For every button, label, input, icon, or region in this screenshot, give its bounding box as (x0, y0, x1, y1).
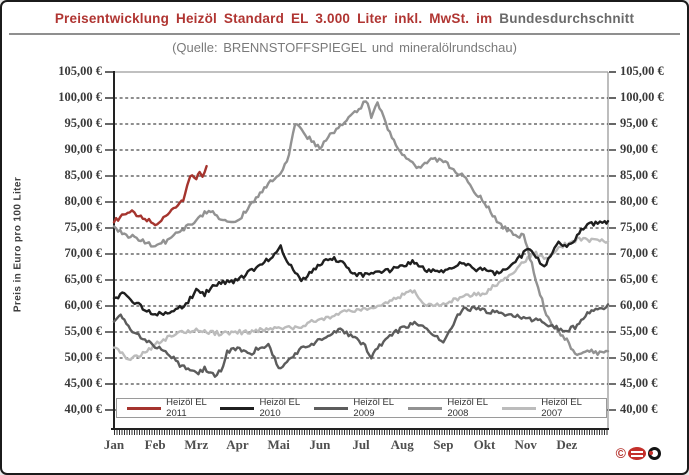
legend-label: Heizöl EL 2011 (166, 397, 207, 419)
y-axis-label-left-60: 60,00 € (64, 298, 103, 312)
x-axis-label-feb: Feb (144, 437, 166, 452)
series-line-heizöl-el-2007 (112, 236, 610, 362)
y-axis-title: Preis in Euro pro 100 Liter (12, 176, 24, 313)
y-axis-label-left-75: 75,00 € (64, 220, 103, 234)
copyright-logo: © (616, 446, 661, 460)
legend-line-swatch (314, 406, 349, 410)
legend-label: Heizöl EL 2009 (353, 397, 394, 419)
series-line-heizöl-el-2009 (112, 303, 610, 378)
y-axis-label-left-40: 40,00 € (64, 402, 103, 416)
copyright-icon: © (615, 445, 626, 461)
x-axis-label-jan: Jan (103, 437, 125, 452)
y-axis-label-right-55: 55,00 € (620, 324, 658, 338)
y-axis-label-right-80: 80,00 € (620, 194, 658, 208)
y-axis-label-right-70: 70,00 € (620, 246, 658, 260)
y-axis-label-left-55: 55,00 € (64, 324, 103, 338)
y-axis-label-left-95: 95,00 € (64, 116, 103, 130)
x-axis-label-apr: Apr (226, 437, 249, 452)
legend-item-heizöl-el-2009: Heizöl EL 2009 (314, 397, 408, 419)
y-axis-label-right-95: 95,00 € (620, 116, 658, 130)
title-divider (9, 33, 680, 35)
y-axis-label-right-75: 75,00 € (620, 220, 658, 234)
chart-title: Preisentwicklung Heizöl Standard EL 3.00… (2, 11, 687, 26)
x-axis-label-mai: Mai (267, 437, 290, 452)
x-axis-label-jul: Jul (352, 437, 370, 452)
y-axis-label-left-90: 90,00 € (64, 142, 103, 156)
x-axis-label-mrz: Mrz (184, 437, 209, 452)
chart-title-red: Preisentwicklung Heizöl Standard EL 3.00… (54, 11, 493, 26)
legend-item-heizöl-el-2007: Heizöl EL 2007 (502, 397, 596, 419)
x-axis-label-okt: Okt (473, 437, 496, 452)
chart-legend: Heizöl EL 2011 Heizöl EL 2010 Heizöl EL 20… (116, 397, 607, 419)
chart-subtitle: (Quelle: BRENNSTOFFSPIEGEL und mineralöl… (172, 40, 517, 55)
y-axis-label-right-40: 40,00 € (620, 402, 658, 416)
x-axis-label-aug: Aug (390, 437, 414, 452)
legend-label: Heizöl EL 2010 (259, 397, 300, 419)
y-axis-label-right-100: 100,00 € (620, 90, 664, 104)
y-axis-label-left-85: 85,00 € (64, 168, 103, 182)
y-axis-label-right-45: 45,00 € (620, 376, 658, 390)
x-axis-daily-ticks (114, 430, 608, 435)
oil-drop-ring-icon (648, 446, 661, 460)
legend-item-heizöl-el-2011: Heizöl EL 2011 (127, 397, 220, 419)
y-axis-label-right-50: 50,00 € (620, 350, 658, 364)
y-axis-label-left-100: 100,00 € (58, 90, 102, 104)
y-axis-label-right-65: 65,00 € (620, 272, 658, 286)
y-axis-label-right-85: 85,00 € (620, 168, 658, 182)
legend-item-heizöl-el-2010: Heizöl EL 2010 (220, 397, 314, 419)
series-line-heizöl-el-2010 (112, 219, 610, 317)
chart-title-dark: Bundesdurchschnitt (499, 11, 635, 26)
x-axis-label-jun: Jun (309, 437, 331, 452)
x-axis-label-dez: Dez (556, 437, 578, 452)
y-axis-label-left-45: 45,00 € (64, 376, 103, 390)
legend-item-heizöl-el-2008: Heizöl EL 2008 (408, 397, 502, 419)
legend-line-swatch (408, 406, 443, 410)
y-axis-label-left-70: 70,00 € (64, 246, 103, 260)
y-axis-label-left-80: 80,00 € (64, 194, 103, 208)
y-axis-label-left-105: 105,00 € (58, 64, 102, 78)
y-axis-label-right-60: 60,00 € (620, 298, 658, 312)
x-axis-label-nov: Nov (514, 437, 537, 452)
y-axis-label-left-65: 65,00 € (64, 272, 103, 286)
y-axis-label-left-50: 50,00 € (64, 350, 103, 364)
legend-label: Heizöl EL 2008 (447, 397, 488, 419)
legend-label: Heizöl EL 2007 (541, 397, 582, 419)
y-axis-label-right-90: 90,00 € (620, 142, 658, 156)
y-axis-label-right-105: 105,00 € (620, 64, 664, 78)
x-axis-label-sep: Sep (433, 437, 454, 452)
series-line-heizöl-el-2011 (112, 164, 208, 227)
legend-line-swatch (502, 406, 537, 410)
legend-line-swatch (220, 406, 255, 410)
publisher-oval-icon (628, 446, 646, 460)
legend-line-swatch (127, 406, 162, 410)
series-line-heizöl-el-2008 (112, 100, 610, 357)
